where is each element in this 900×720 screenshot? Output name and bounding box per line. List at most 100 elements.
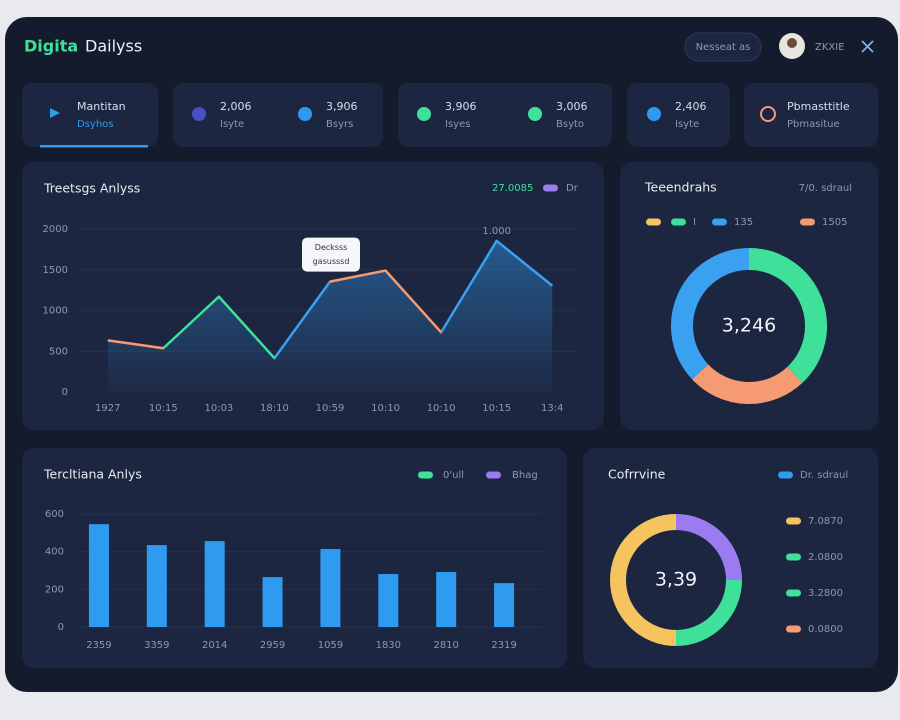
stat-label: Bsyto	[556, 119, 584, 130]
y-tick-label: 400	[45, 547, 64, 558]
y-tick-label: 1000	[43, 306, 68, 317]
bar	[88, 524, 109, 627]
legend-swatch	[712, 218, 727, 226]
x-tick-label: 2319	[491, 640, 516, 651]
chart-title: Treetsgs Anlyss	[43, 181, 140, 196]
x-tick-label: 1927	[95, 403, 120, 414]
avatar-face	[787, 38, 797, 48]
chart-title: Cofrrvine	[608, 467, 666, 482]
y-tick-label: 0	[62, 387, 68, 398]
stat-dot	[528, 107, 542, 121]
brand: Dailyss	[85, 37, 142, 56]
stat-label: Pbmasitue	[787, 119, 840, 130]
x-tick-label: 10:10	[371, 403, 400, 414]
y-tick-label: 200	[45, 584, 64, 595]
button-label[interactable]: Nesseat as	[696, 42, 751, 53]
stat-value: 3,906	[326, 100, 358, 113]
legend-label: 0'ull	[443, 470, 464, 481]
y-tick-label: 600	[45, 509, 64, 520]
stat-card[interactable]	[173, 83, 383, 147]
bar	[320, 549, 341, 627]
x-tick-label: 2810	[433, 640, 458, 651]
stat-value: Pbmasttitle	[787, 100, 850, 113]
y-tick-label: 1500	[43, 265, 68, 276]
y-tick-label: 2000	[43, 224, 68, 235]
stat-value: Mantitan	[77, 100, 126, 113]
y-tick-label: 500	[49, 346, 68, 357]
donut-segment	[692, 364, 803, 404]
peak-label: 1.000	[482, 226, 511, 237]
bar	[378, 574, 399, 627]
stat-value: 2,006	[220, 100, 252, 113]
stat-value: 3,906	[445, 100, 477, 113]
legend-swatch	[486, 471, 501, 479]
stat-label: Dsyhos	[77, 119, 114, 130]
stat-label: Isyes	[445, 119, 470, 130]
legend-label: 1505	[822, 217, 847, 228]
stat-card[interactable]	[22, 83, 158, 147]
chart-subtitle: 7/0. sdraul	[799, 183, 852, 194]
legend-swatch	[778, 471, 793, 479]
donut-center: 3,39	[655, 569, 697, 591]
x-tick-label: 18:10	[260, 403, 289, 414]
x-tick-label: 2359	[86, 640, 111, 651]
tooltip-text: gasusssd	[313, 257, 350, 266]
legend-label: Bhag	[512, 470, 538, 481]
arrow-icon	[50, 108, 60, 118]
stat-label: Isyte	[220, 119, 244, 130]
x-tick-label: 1059	[318, 640, 343, 651]
bar	[262, 577, 283, 627]
chart-subtitle: Dr. sdraul	[800, 470, 848, 481]
donut-segment	[675, 579, 742, 646]
chart-title: Tercltiana Anlys	[43, 467, 142, 482]
stat-dot	[192, 107, 206, 121]
bar	[436, 572, 457, 627]
stat-card[interactable]	[744, 83, 878, 147]
x-tick-label: 10:03	[204, 403, 233, 414]
legend-label: Dr	[566, 183, 579, 194]
legend-swatch	[646, 218, 661, 226]
x-tick-label: 1830	[376, 640, 401, 651]
area	[107, 240, 553, 392]
x-tick-label: 13:4	[541, 403, 563, 414]
legend-swatch	[786, 589, 801, 597]
user-name: ZKXIE	[815, 42, 845, 53]
legend-swatch	[671, 218, 686, 226]
stat-dot	[298, 107, 312, 121]
chart-title: Teeendrahs	[644, 180, 717, 195]
active-indicator	[40, 145, 148, 148]
legend-label: 27.0085	[492, 183, 533, 194]
stat-card[interactable]	[627, 83, 730, 147]
legend-swatch	[418, 471, 433, 479]
legend-swatch	[786, 517, 801, 525]
donut-segment	[748, 248, 827, 383]
tooltip	[302, 237, 360, 272]
donut-segment	[675, 514, 742, 581]
x-tick-label: 2014	[202, 640, 227, 651]
close-icon[interactable]	[861, 40, 874, 53]
legend-label: 0.0800	[808, 624, 843, 635]
x-tick-label: 10:10	[427, 403, 456, 414]
legend-swatch	[800, 218, 815, 226]
donut-segment	[610, 514, 677, 646]
stat-value: 2,406	[675, 100, 707, 113]
stat-label: Bsyrs	[326, 119, 353, 130]
stat-card[interactable]	[398, 83, 612, 147]
bar	[146, 545, 167, 627]
x-tick-label: 10:59	[316, 403, 345, 414]
button[interactable]	[684, 32, 762, 62]
legend-swatch	[786, 553, 801, 561]
donut-center: 3,246	[722, 315, 776, 337]
bar	[204, 541, 225, 627]
x-tick-label: 2959	[260, 640, 285, 651]
legend-label: 3.2800	[808, 588, 843, 599]
stat-value: 3,006	[556, 100, 588, 113]
line	[107, 239, 554, 360]
legend-swatch	[786, 625, 801, 633]
stat-dot	[647, 107, 661, 121]
y-tick-label: 0	[58, 622, 64, 633]
legend-label: 2.0800	[808, 552, 843, 563]
stat-label: Isyte	[675, 119, 699, 130]
legend-label: I	[693, 217, 696, 228]
